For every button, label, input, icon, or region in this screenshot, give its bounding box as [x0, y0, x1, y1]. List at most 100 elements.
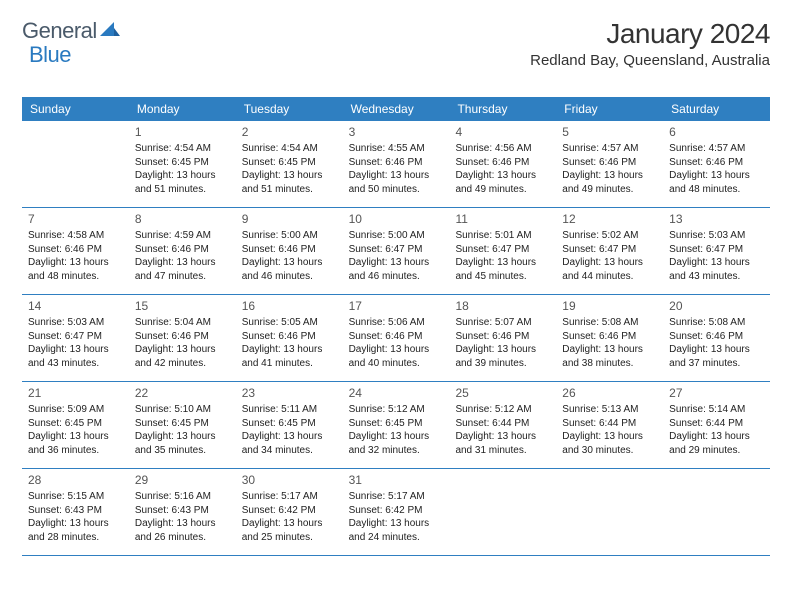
day-cell: 15Sunrise: 5:04 AMSunset: 6:46 PMDayligh…: [129, 295, 236, 381]
daylight-line: Daylight: 13 hours and 26 minutes.: [135, 517, 230, 544]
day-number: 12: [562, 211, 657, 227]
sunrise-line: Sunrise: 5:17 AM: [242, 490, 337, 504]
logo-blue-wrap: Blue: [29, 42, 71, 68]
day-cell: 25 Sunrise: 5:12 AMSunset: 6:44 PMDayligh…: [449, 382, 556, 468]
day-cell: 14Sunrise: 5:03 AMSunset: 6:47 PMDayligh…: [22, 295, 129, 381]
sunset-line: Sunset: 6:45 PM: [135, 156, 230, 170]
day-header: Tuesday: [236, 97, 343, 121]
header-row: General January 2024 Redland Bay, Queens…: [22, 18, 770, 69]
day-cell: 31Sunrise: 5:17 AMSunset: 6:42 PMDayligh…: [343, 469, 450, 555]
sunset-line: Sunset: 6:46 PM: [242, 243, 337, 257]
sunrise-line: Sunrise: 5:12 AM: [349, 403, 444, 417]
daylight-line: Daylight: 13 hours and 43 minutes.: [28, 343, 123, 370]
daylight-line: Daylight: 13 hours and 30 minutes.: [562, 430, 657, 457]
daylight-line: Daylight: 13 hours and 47 minutes.: [135, 256, 230, 283]
day-cell: [663, 469, 770, 555]
day-number: 23: [242, 385, 337, 401]
day-number: 1: [135, 124, 230, 140]
sunrise-line: Sunrise: 5:00 AM: [242, 229, 337, 243]
daylight-line: Daylight: 13 hours and 36 minutes.: [28, 430, 123, 457]
day-number: 9: [242, 211, 337, 227]
sunrise-line: Sunrise: 5:01 AM: [455, 229, 550, 243]
sunset-line: Sunset: 6:42 PM: [349, 504, 444, 518]
sunset-line: Sunset: 6:45 PM: [135, 417, 230, 431]
day-cell: 6Sunrise: 4:57 AMSunset: 6:46 PMDaylight…: [663, 121, 770, 207]
sunrise-line: Sunrise: 4:54 AM: [135, 142, 230, 156]
sunrise-line: Sunrise: 4:55 AM: [349, 142, 444, 156]
sunrise-line: Sunrise: 5:03 AM: [28, 316, 123, 330]
day-header: Thursday: [449, 97, 556, 121]
sunrise-line: Sunrise: 5:06 AM: [349, 316, 444, 330]
daylight-line: Daylight: 13 hours and 31 minutes.: [455, 430, 550, 457]
day-number: 7: [28, 211, 123, 227]
day-cell: 24Sunrise: 5:12 AMSunset: 6:45 PMDayligh…: [343, 382, 450, 468]
sunset-line: Sunset: 6:45 PM: [28, 417, 123, 431]
sunset-line: Sunset: 6:46 PM: [242, 330, 337, 344]
day-cell: 4Sunrise: 4:56 AMSunset: 6:46 PMDaylight…: [449, 121, 556, 207]
sunrise-line: Sunrise: 5:12 AM: [455, 403, 550, 417]
day-cell: 19Sunrise: 5:08 AMSunset: 6:46 PMDayligh…: [556, 295, 663, 381]
sunset-line: Sunset: 6:44 PM: [455, 417, 550, 431]
daylight-line: Daylight: 13 hours and 24 minutes.: [349, 517, 444, 544]
day-number: 19: [562, 298, 657, 314]
logo-text-blue: Blue: [29, 42, 71, 67]
daylight-line: Daylight: 13 hours and 41 minutes.: [242, 343, 337, 370]
daylight-line: Daylight: 13 hours and 29 minutes.: [669, 430, 764, 457]
daylight-line: Daylight: 13 hours and 42 minutes.: [135, 343, 230, 370]
sunset-line: Sunset: 6:42 PM: [242, 504, 337, 518]
sunrise-line: Sunrise: 5:07 AM: [455, 316, 550, 330]
day-number: 18: [455, 298, 550, 314]
sunrise-line: Sunrise: 4:57 AM: [669, 142, 764, 156]
daylight-line: Daylight: 13 hours and 51 minutes.: [242, 169, 337, 196]
daylight-line: Daylight: 13 hours and 37 minutes.: [669, 343, 764, 370]
daylight-line: Daylight: 13 hours and 39 minutes.: [455, 343, 550, 370]
sunrise-line: Sunrise: 5:16 AM: [135, 490, 230, 504]
daylight-line: Daylight: 13 hours and 48 minutes.: [669, 169, 764, 196]
day-headers: SundayMondayTuesdayWednesdayThursdayFrid…: [22, 97, 770, 121]
logo-triangle-icon: [100, 20, 120, 43]
day-number: 5: [562, 124, 657, 140]
day-number: 6: [669, 124, 764, 140]
sunset-line: Sunset: 6:43 PM: [135, 504, 230, 518]
sunset-line: Sunset: 6:45 PM: [242, 156, 337, 170]
day-cell: 7Sunrise: 4:58 AMSunset: 6:46 PMDaylight…: [22, 208, 129, 294]
sunset-line: Sunset: 6:47 PM: [455, 243, 550, 257]
day-cell: 22Sunrise: 5:10 AMSunset: 6:45 PMDayligh…: [129, 382, 236, 468]
day-number: 25: [455, 385, 550, 401]
sunrise-line: Sunrise: 5:02 AM: [562, 229, 657, 243]
day-header: Friday: [556, 97, 663, 121]
sunrise-line: Sunrise: 4:57 AM: [562, 142, 657, 156]
sunrise-line: Sunrise: 5:00 AM: [349, 229, 444, 243]
day-cell: 1Sunrise: 4:54 AMSunset: 6:45 PMDaylight…: [129, 121, 236, 207]
sunrise-line: Sunrise: 5:04 AM: [135, 316, 230, 330]
daylight-line: Daylight: 13 hours and 48 minutes.: [28, 256, 123, 283]
week-row: 21Sunrise: 5:09 AMSunset: 6:45 PMDayligh…: [22, 382, 770, 469]
sunset-line: Sunset: 6:47 PM: [669, 243, 764, 257]
sunset-line: Sunset: 6:47 PM: [349, 243, 444, 257]
day-cell: 5Sunrise: 4:57 AMSunset: 6:46 PMDaylight…: [556, 121, 663, 207]
day-cell: 13Sunrise: 5:03 AMSunset: 6:47 PMDayligh…: [663, 208, 770, 294]
month-title: January 2024: [530, 18, 770, 50]
day-cell: 21Sunrise: 5:09 AMSunset: 6:45 PMDayligh…: [22, 382, 129, 468]
day-cell: 18Sunrise: 5:07 AMSunset: 6:46 PMDayligh…: [449, 295, 556, 381]
day-number: 13: [669, 211, 764, 227]
logo-text-general: General: [22, 18, 97, 44]
sunrise-line: Sunrise: 5:14 AM: [669, 403, 764, 417]
day-number: 22: [135, 385, 230, 401]
daylight-line: Daylight: 13 hours and 45 minutes.: [455, 256, 550, 283]
day-number: 4: [455, 124, 550, 140]
day-number: 3: [349, 124, 444, 140]
sunrise-line: Sunrise: 4:59 AM: [135, 229, 230, 243]
sunrise-line: Sunrise: 5:10 AM: [135, 403, 230, 417]
day-number: 14: [28, 298, 123, 314]
day-number: 16: [242, 298, 337, 314]
sunset-line: Sunset: 6:47 PM: [562, 243, 657, 257]
day-number: 10: [349, 211, 444, 227]
sunset-line: Sunset: 6:46 PM: [562, 156, 657, 170]
day-number: 27: [669, 385, 764, 401]
sunrise-line: Sunrise: 4:56 AM: [455, 142, 550, 156]
sunrise-line: Sunrise: 5:17 AM: [349, 490, 444, 504]
sunrise-line: Sunrise: 4:58 AM: [28, 229, 123, 243]
sunset-line: Sunset: 6:45 PM: [349, 417, 444, 431]
daylight-line: Daylight: 13 hours and 49 minutes.: [455, 169, 550, 196]
